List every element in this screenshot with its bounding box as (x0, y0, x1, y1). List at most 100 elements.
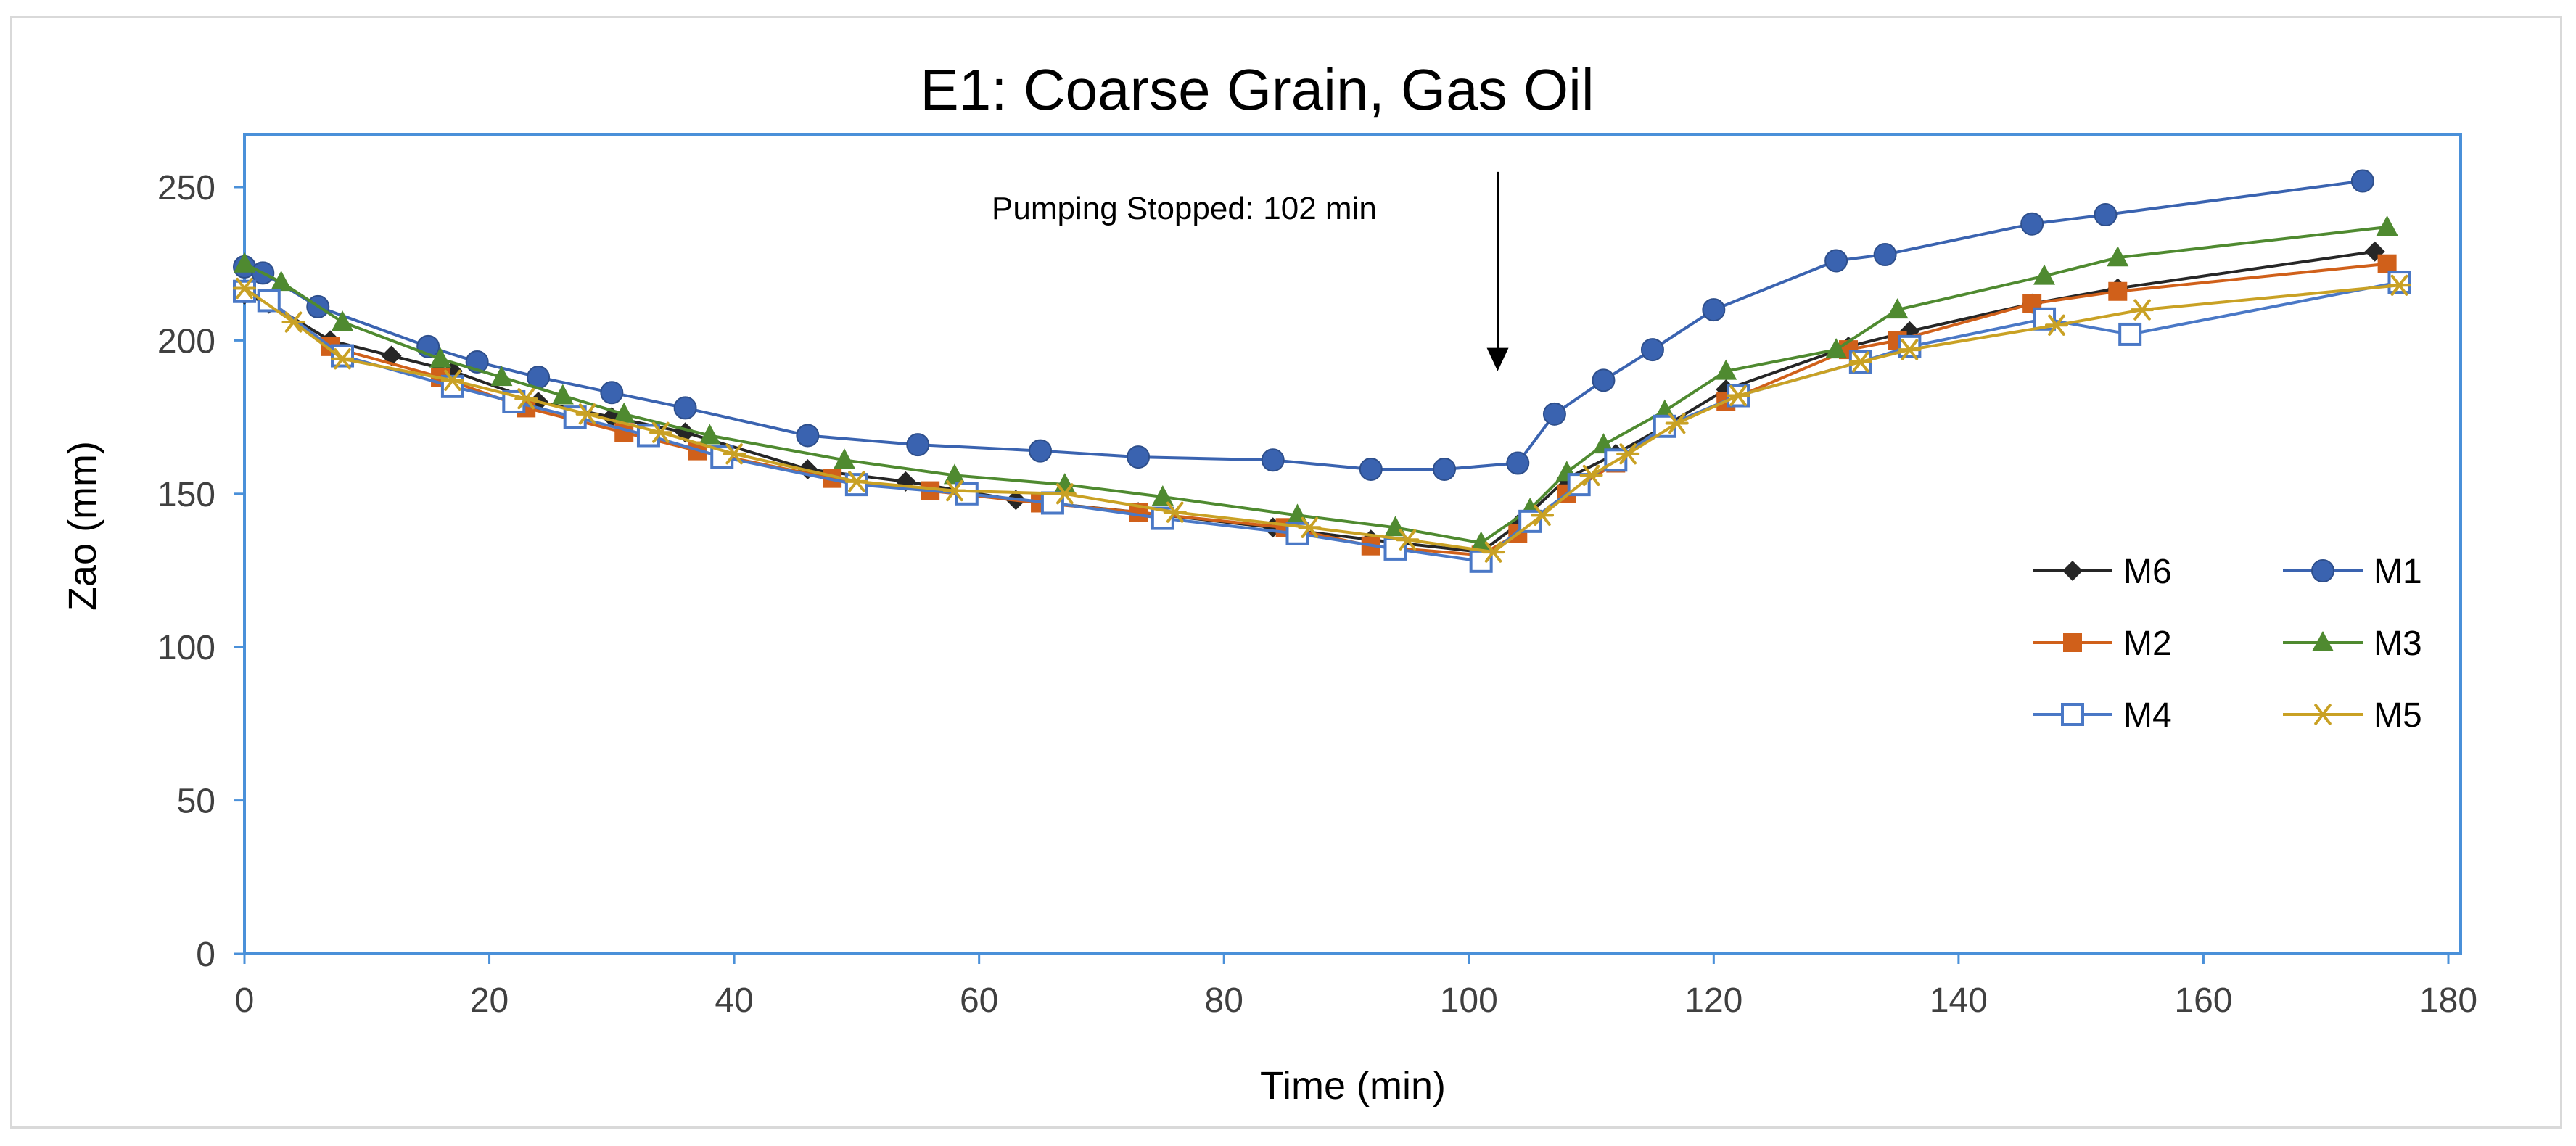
data-point-m1 (1359, 457, 1383, 481)
data-point-m1 (1506, 451, 1530, 475)
marker-stroke (1582, 464, 1600, 487)
series-group (233, 169, 2411, 573)
data-point-m3 (1886, 298, 1909, 319)
y-tick-label: 0 (196, 936, 215, 974)
legend-item-m3: M3 (2283, 624, 2422, 663)
data-point-m3 (1151, 485, 1174, 506)
data-point-m1 (1029, 439, 1053, 463)
data-point-m3 (551, 384, 574, 405)
data-point-m3 (1470, 531, 1492, 552)
series-m1 (233, 169, 2374, 481)
x-tick-label: 160 (2174, 981, 2232, 1020)
series-m5 (233, 274, 2411, 563)
data-point-m5 (1396, 529, 1420, 551)
data-point-m2 (2108, 281, 2128, 301)
x-tick-label: 60 (960, 981, 998, 1020)
legend-marker-m6 (2062, 561, 2083, 581)
legend-label-m5: M5 (2374, 696, 2422, 735)
data-point-m5 (331, 348, 355, 370)
legend-marker-m3 (2312, 631, 2334, 651)
data-point-m1 (1542, 402, 1566, 426)
marker-stroke (2390, 274, 2408, 296)
data-point-m1 (1873, 243, 1897, 267)
chart-title: E1: Coarse Grain, Gas Oil (920, 57, 1594, 122)
annotation: Pumping Stopped: 102 min (992, 171, 1509, 371)
marker-stroke (517, 388, 535, 410)
marker-stroke (444, 369, 461, 391)
data-point-m5 (2131, 299, 2155, 321)
data-point-m5 (1579, 464, 1603, 487)
marker-stroke (578, 403, 596, 425)
data-point-m1 (2020, 212, 2044, 236)
data-point-m3 (429, 347, 452, 368)
data-point-m5 (1727, 384, 1750, 407)
marker-stroke (1852, 351, 1869, 373)
data-point-m1 (1640, 338, 1664, 362)
legend-marker-m5 (2311, 704, 2334, 725)
data-point-m1 (600, 381, 624, 405)
data-point-m5 (1053, 483, 1077, 505)
data-point-m5 (1531, 504, 1555, 526)
data-point-m1 (673, 396, 697, 420)
data-point-m5 (514, 388, 538, 410)
annotation-arrow-head (1486, 347, 1509, 371)
line-chart: E1: Coarse Grain, Gas Oil 05010015020025… (61, 57, 2477, 1108)
series-m3 (234, 215, 2398, 552)
data-point-m1 (1127, 445, 1151, 469)
x-axis-title: Time (min) (1260, 1064, 1446, 1108)
data-point-m4 (1469, 549, 1493, 573)
data-point-m1 (796, 424, 820, 448)
data-point-m3 (943, 463, 966, 485)
marker-stroke (946, 479, 963, 502)
legend-label-m6: M6 (2123, 553, 2172, 591)
data-point-m3 (270, 271, 292, 292)
marker-stroke (725, 443, 743, 465)
legend-item-m4: M4 (2033, 696, 2172, 735)
y-tick-label: 200 (157, 322, 215, 360)
marker-stroke (2048, 314, 2065, 336)
legend-item-m2: M2 (2033, 624, 2172, 663)
data-point-m3 (613, 402, 635, 423)
data-point-m3 (332, 310, 354, 331)
data-point-m5 (844, 471, 868, 492)
legend-label-m3: M3 (2374, 624, 2422, 663)
legend-label-m4: M4 (2123, 696, 2172, 735)
data-point-m5 (1298, 516, 1322, 538)
data-point-m3 (234, 252, 255, 273)
data-point-m5 (1481, 541, 1505, 563)
x-tick-label: 180 (2419, 981, 2477, 1020)
chart-frame: E1: Coarse Grain, Gas Oil 0 50 100 150 200 25… (10, 16, 2562, 1129)
x-tick-label: 100 (1440, 981, 1498, 1020)
marker-stroke (1399, 529, 1417, 551)
marker-stroke (1056, 483, 1074, 505)
x-tick-label: 120 (1684, 981, 1742, 1020)
marker-stroke (1619, 443, 1637, 465)
x-axis: 0 20 40 60 80 100 120 140 160 180 (235, 954, 2477, 1020)
data-point-m4 (2118, 322, 2142, 346)
data-point-m1 (1261, 448, 1285, 472)
marker-stroke (2314, 704, 2332, 725)
data-point-m5 (942, 479, 966, 502)
data-point-m5 (1616, 443, 1640, 465)
marker-stroke (1668, 412, 1686, 434)
data-point-m3 (1715, 359, 1737, 380)
data-point-m4 (1383, 537, 1407, 561)
data-point-m5 (440, 369, 464, 391)
marker-stroke (1166, 501, 1184, 523)
data-point-m1 (906, 433, 930, 457)
data-point-m1 (1592, 368, 1616, 392)
y-tick-label: 250 (157, 169, 215, 207)
marker-stroke (652, 421, 670, 443)
marker-stroke (2133, 299, 2151, 321)
y-axis-title: Zao (mm) (61, 441, 104, 611)
data-point-m3 (490, 366, 513, 387)
legend-label-m2: M2 (2123, 624, 2172, 663)
y-tick-label: 150 (157, 476, 215, 514)
data-point-m1 (2350, 169, 2374, 193)
x-tick-label: 80 (1205, 981, 1243, 1020)
data-point-m5 (649, 421, 672, 443)
legend: M6 M1 M2 M3 M4 M5 (2033, 553, 2422, 735)
data-point-m3 (1825, 338, 1848, 359)
marker-stroke (1534, 504, 1551, 526)
data-point-m3 (834, 448, 856, 469)
